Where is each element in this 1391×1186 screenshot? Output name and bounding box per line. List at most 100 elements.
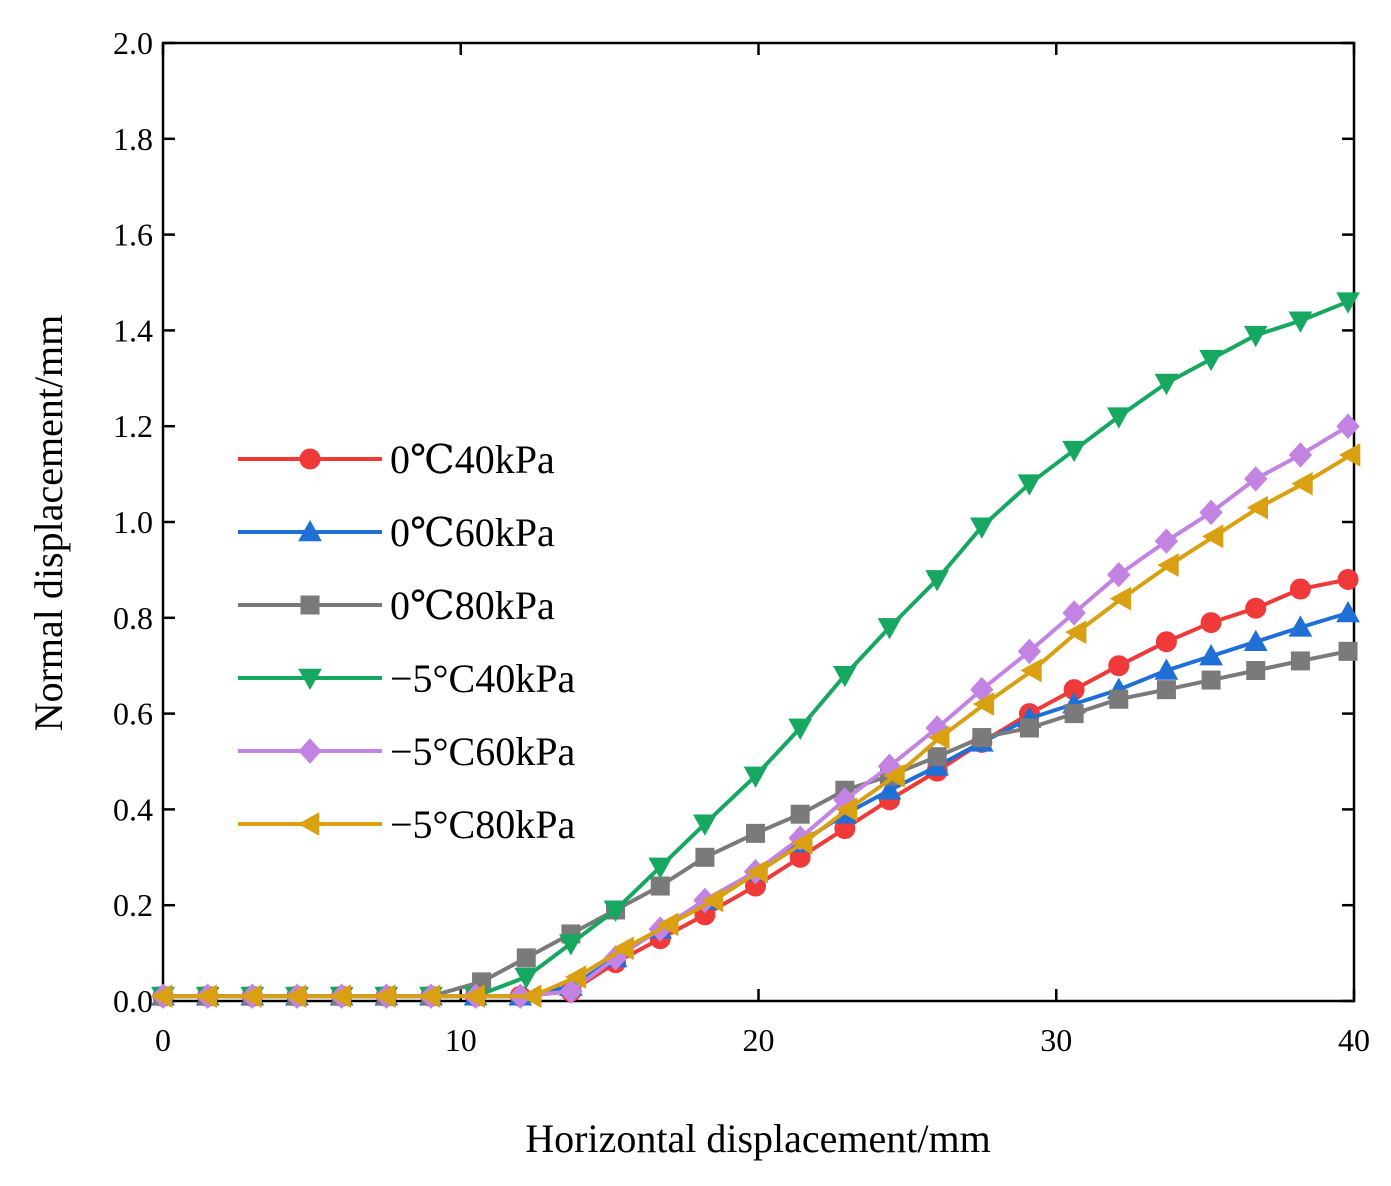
x-axis-title: Horizontal displacement/mm [525,1116,990,1161]
x-tick-label: 20 [743,1022,775,1058]
series-4 [151,413,1360,1009]
data-point [1155,631,1177,653]
data-point [1199,644,1223,666]
data-point [1199,349,1223,372]
data-point [240,984,262,1009]
data-point [1246,660,1266,680]
data-point [791,831,813,855]
y-tick-label: 0.8 [113,600,153,636]
y-tick-label: 0.0 [113,983,153,1019]
data-point [1062,440,1086,463]
y-tick-label: 0.4 [113,791,153,827]
legend-item: −5°C40kPa [238,656,575,701]
data-point [650,876,670,896]
data-point [1107,561,1131,588]
legend-item: 0℃80kPa [238,583,555,628]
series-1 [151,600,1360,1006]
data-point [695,847,715,867]
data-point [1291,471,1313,496]
legend-label: −5°C40kPa [390,656,575,701]
data-point [1065,620,1087,645]
plot-area-border [161,41,1356,1003]
data-point [1338,443,1361,467]
data-point [1201,670,1221,690]
data-point [1338,641,1358,661]
legend-item: 0℃40kPa [238,437,555,482]
data-point [925,570,949,592]
data-point [1246,495,1269,520]
data-point [612,936,634,961]
data-point [1106,407,1131,429]
y-tick-label: 1.0 [113,504,153,540]
y-tick-label: 1.8 [113,121,153,157]
y-tick-label: 1.6 [113,217,153,253]
data-point [195,984,217,1009]
legend-item: −5°C60kPa [238,729,575,774]
data-point [883,764,905,788]
data-point [1064,704,1084,724]
data-point [514,967,539,990]
data-point [463,984,485,1009]
series-3 [151,292,1360,1009]
data-point [746,823,766,843]
data-point [1336,413,1360,439]
data-point [1157,553,1179,577]
y-tick-label: 0.6 [113,696,153,732]
series-layer [150,292,1361,1009]
data-point [1337,568,1359,590]
x-tick-label: 40 [1338,1022,1370,1058]
legend-label: 0℃40kPa [390,437,555,482]
data-point [928,725,950,750]
data-point [559,978,583,1005]
data-point [1243,629,1268,652]
data-point [1156,680,1176,700]
legend-marker [298,738,322,764]
data-point [657,912,679,937]
data-point [648,857,673,879]
data-point [969,517,994,539]
data-point [1244,466,1268,492]
y-tick-label: 1.4 [113,312,153,348]
data-point [1062,600,1086,626]
data-point [1019,718,1039,738]
legend: 0℃40kPa 0℃60kPa 0℃80kPa −5°C40kPa −5°C60kPa −… [238,437,575,847]
legend-item: 0℃60kPa [238,510,555,555]
data-point [564,965,587,989]
data-point [972,728,992,748]
data-point [1154,528,1179,554]
y-tick-label: 2.0 [113,25,153,61]
legend-marker [298,519,322,542]
data-point [1200,612,1222,634]
series-line [161,424,1350,999]
data-point [418,984,441,1009]
data-point [150,984,173,1009]
y-tick-label: 1.2 [113,408,153,444]
data-point [877,778,902,800]
plot-frame [161,41,1356,1003]
data-point [1336,292,1360,314]
data-point [1245,597,1267,619]
data-point [329,984,351,1009]
data-point [1109,689,1129,709]
data-point [1154,373,1179,396]
legend-label: 0℃80kPa [390,583,555,628]
data-point [1288,442,1313,468]
data-point [832,665,857,688]
data-point [1017,638,1042,665]
data-point [877,618,902,640]
legend-marker [298,668,322,691]
data-point [284,984,307,1009]
legend-marker [300,595,320,615]
x-tick-label: 10 [445,1022,477,1058]
data-point [1288,615,1313,637]
data-point [559,934,583,956]
data-point [1109,586,1132,611]
data-point [1202,524,1224,549]
data-point [1154,658,1179,680]
x-tick-label: 30 [1040,1022,1072,1058]
series-5 [150,443,1361,1009]
legend-label: −5°C80kPa [390,802,575,847]
data-point [1243,325,1268,348]
legend-marker [297,812,320,836]
data-point [835,797,858,822]
